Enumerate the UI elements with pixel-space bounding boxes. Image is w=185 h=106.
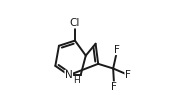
Text: H: H — [73, 76, 80, 85]
Text: F: F — [125, 70, 131, 80]
Text: F: F — [114, 45, 120, 55]
Text: Cl: Cl — [70, 18, 80, 28]
Text: N: N — [65, 70, 73, 80]
Text: F: F — [111, 82, 117, 92]
